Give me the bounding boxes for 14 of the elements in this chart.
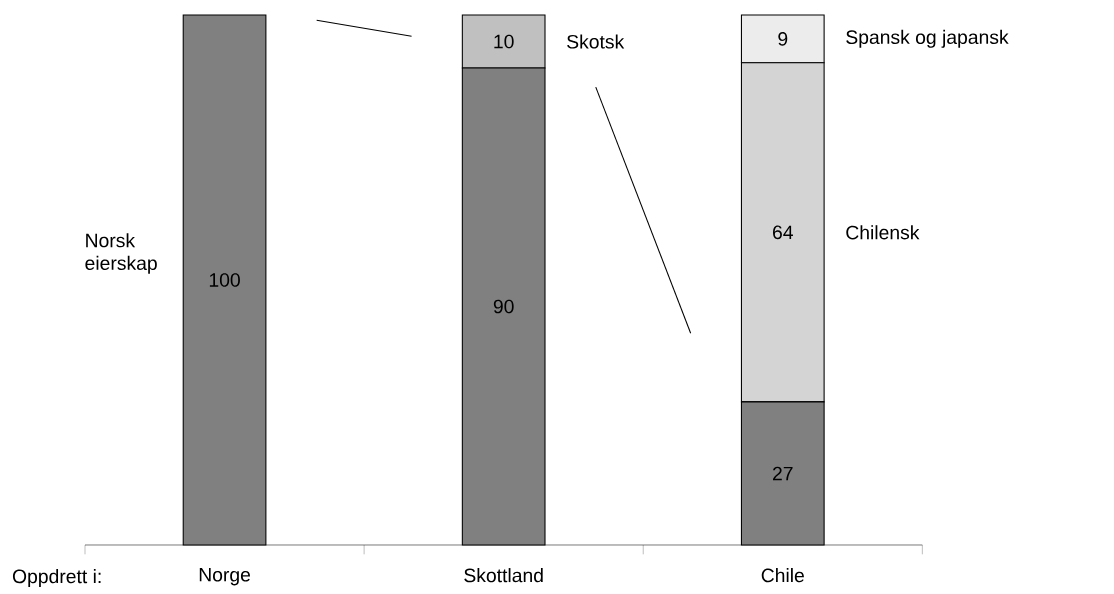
x-tick-label: Chile <box>761 568 804 583</box>
data-label: 10 <box>494 34 514 49</box>
x-tick-label: Skottland <box>464 568 543 583</box>
data-label: 27 <box>773 466 793 481</box>
series-label: Chilensk <box>846 225 920 240</box>
data-label: 90 <box>493 299 514 314</box>
data-label: 9 <box>778 32 788 46</box>
series-label: Skotsk <box>567 34 625 49</box>
series-label: Spansk og japansk <box>846 29 1009 48</box>
x-axis-title: Oppdrett i: <box>12 569 101 588</box>
data-label: 64 <box>773 225 793 240</box>
series-label: Norsk eierskap <box>85 233 157 274</box>
x-tick-label: Norge <box>199 568 251 586</box>
data-label: 100 <box>209 273 240 287</box>
